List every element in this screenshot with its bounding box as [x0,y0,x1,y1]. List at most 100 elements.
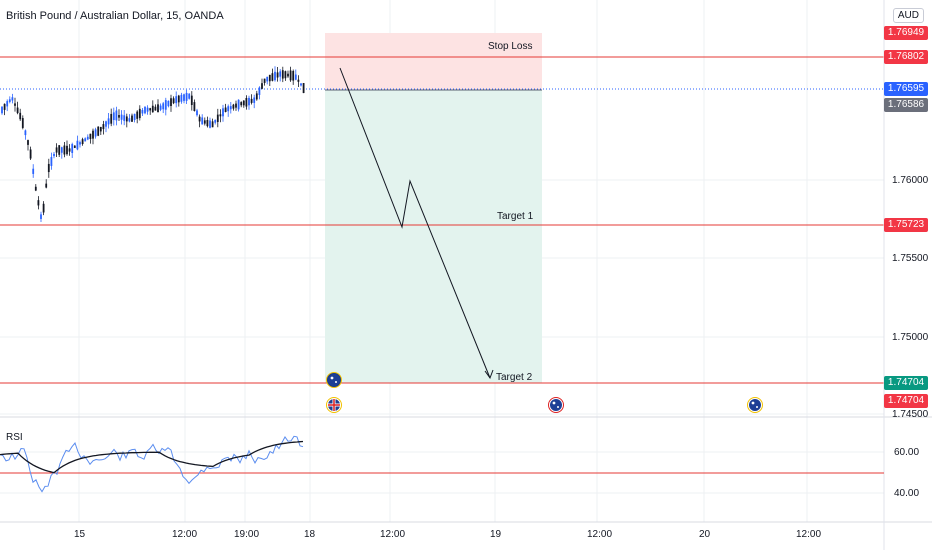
candle-body [84,138,87,142]
candle-body [250,98,253,103]
candle-body [133,113,136,120]
candle-body [118,115,120,118]
candle-body [144,106,146,114]
candlestick-series[interactable] [1,66,305,222]
candle-body [206,119,209,127]
price-tick: 1.75000 [892,332,929,343]
candle-body [24,130,27,136]
candle-body [201,117,204,125]
rsi-ma-line[interactable] [0,440,304,474]
candle-body [1,106,3,114]
candle-body [190,95,193,106]
target-2-price-badge: 1.74704 [884,376,928,390]
target-zone[interactable] [325,90,542,383]
target-1-label[interactable]: Target 1 [497,211,534,222]
candle-body [73,145,76,148]
candle-body [21,118,24,128]
time-tick: 12:00 [172,529,198,540]
stop-loss-label[interactable]: Stop Loss [488,41,533,52]
price-tick: 1.76000 [892,175,929,186]
candle-body [242,100,245,106]
australia-flag-icon[interactable] [548,397,564,413]
projected-path[interactable] [339,67,491,379]
candle-body [276,72,279,78]
time-tick: 12:00 [796,529,822,540]
target-2-label[interactable]: Target 2 [496,372,533,383]
australia-flag-icon[interactable] [747,397,763,413]
candle-body [203,120,206,124]
australia-flag-icon[interactable] [326,372,342,388]
candle-body [227,106,230,112]
uk-flag-icon[interactable] [326,397,342,413]
candle-body [34,186,37,191]
candle-body [92,130,94,139]
stop-loss-price-badge: 1.76802 [884,50,928,64]
candle-body [219,114,222,117]
rsi-label[interactable]: RSI [6,432,23,443]
candle-body [102,124,105,130]
candle-body [297,79,300,82]
candle-body [284,71,287,79]
time-tick: 19 [490,529,502,540]
rsi-line[interactable] [0,435,304,493]
stop-loss-zone[interactable] [325,33,542,90]
candle-body [138,108,141,119]
candle-body [40,214,42,219]
candle-body [222,108,224,117]
candle-body [263,78,266,83]
stop-zone-top-price-badge: 1.76949 [884,26,928,40]
candle-body [37,200,40,206]
candle-body [271,73,274,81]
candle-body [146,107,149,112]
candle-body [287,73,289,77]
time-tick: 15 [74,529,86,540]
target-2-level-price-badge: 1.74704 [884,394,928,408]
time-tick: 20 [699,529,711,540]
candle-body [170,98,172,107]
candle-body [112,112,115,121]
candle-body [302,83,305,94]
candle-body [237,99,240,110]
candle-body [294,74,297,80]
candle-body [105,121,107,127]
candle-body [125,116,128,122]
time-tick: 18 [304,529,316,540]
candle-body [79,142,81,145]
candle-body [229,106,232,110]
candle-body [258,87,261,95]
candle-body [94,129,97,137]
candle-body [261,83,263,89]
time-tick: 19:00 [234,529,260,540]
candle-body [11,97,14,101]
chart-title: British Pound / Australian Dollar, 15, O… [6,10,224,22]
time-tick: 12:00 [380,529,406,540]
candle-body [289,70,292,81]
currency-button[interactable]: AUD [892,8,924,23]
candle-body [120,114,123,120]
candle-body [107,118,110,125]
candle-body [149,108,152,111]
candle-body [68,148,71,152]
candle-body [188,93,191,99]
candle-body [180,94,183,102]
candle-body [167,100,170,107]
price-tick: 1.75500 [892,253,929,264]
candle-body [151,105,154,113]
candle-body [157,104,159,113]
candle-body [136,111,139,119]
candle-body [53,153,55,157]
candle-body [89,133,92,140]
candle-body [253,97,256,103]
candle-body [29,149,32,159]
candle-body [14,103,16,106]
candle-body [159,105,162,110]
candle-body [183,94,185,101]
candle-body [71,144,74,154]
candle-body [63,145,66,155]
candle-body [185,92,188,101]
candle-body [128,118,131,122]
candle-body [279,71,282,77]
candle-body [123,115,126,121]
